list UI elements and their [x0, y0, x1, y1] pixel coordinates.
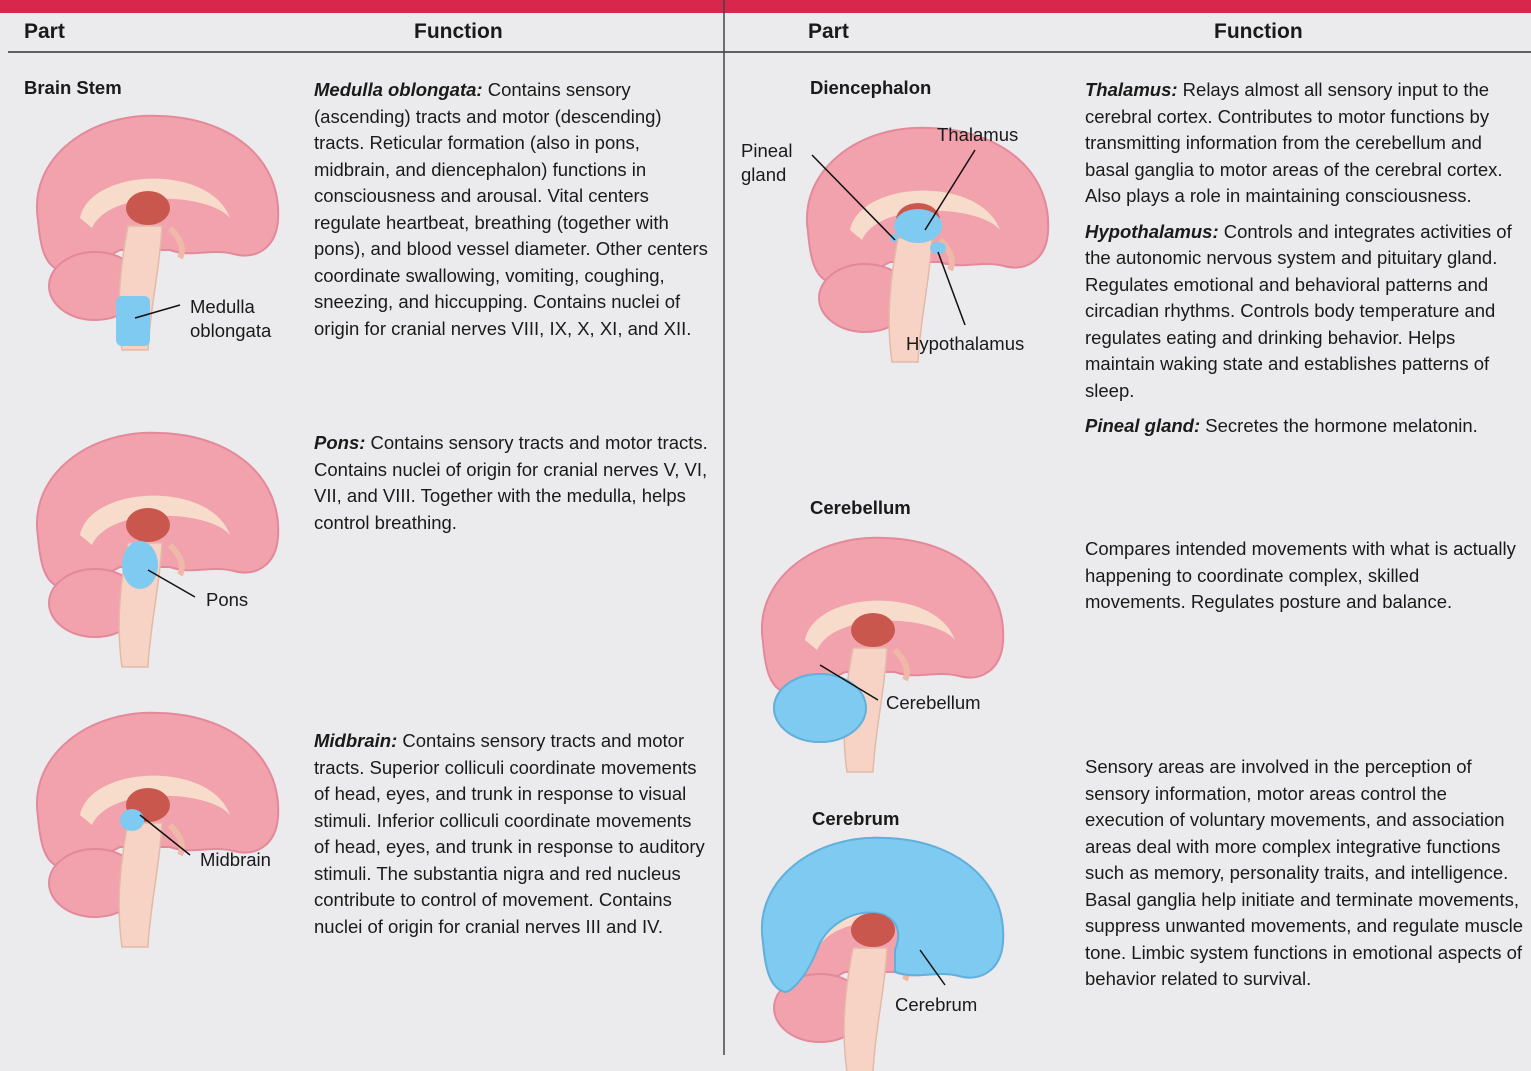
- description: Contains sensory tracts and motor tracts…: [314, 432, 708, 533]
- part-name: Brain Stem: [24, 77, 122, 98]
- column-header: Function: [414, 20, 503, 43]
- function-text: Sensory areas are involved in the percep…: [1085, 754, 1525, 1002]
- description: Contains sensory (ascending) tracts and …: [314, 79, 708, 339]
- figure-label: Cerebrum: [895, 994, 978, 1015]
- figure-label: Medulla oblongata: [190, 296, 272, 341]
- brain-medulla: [37, 116, 278, 350]
- description: Controls and integrates activities of th…: [1085, 220, 1512, 401]
- figure-label: Hypothalamus: [906, 333, 1025, 354]
- function-text: Pons: Contains sensory tracts and motor …: [314, 430, 708, 545]
- description: Contains sensory tracts and motor tracts…: [314, 730, 705, 937]
- column-header: Function: [1214, 20, 1303, 43]
- term: Pineal gland:: [1085, 415, 1201, 436]
- brain-diencephalon: [807, 128, 1048, 362]
- brain-midbrain: [37, 713, 278, 947]
- term: Hypothalamus:: [1085, 220, 1219, 242]
- figure-label: Pons: [206, 589, 249, 610]
- figure-label: Cerebellum: [886, 692, 981, 713]
- description: Compares intended movements with what is…: [1085, 538, 1516, 612]
- brain-pons: [37, 433, 278, 667]
- part-name: Cerebellum: [810, 497, 911, 518]
- description: Relays almost all sensory input to the c…: [1085, 79, 1503, 206]
- brain-cerebrum: [762, 838, 1003, 1071]
- function-text: Medulla oblongata: Contains sensory (asc…: [314, 77, 708, 351]
- function-text: Compares intended movements with what is…: [1085, 536, 1525, 625]
- leader-lines: [134, 149, 976, 986]
- function-text: Midbrain: Contains sensory tracts and mo…: [314, 728, 708, 949]
- figure-label: Thalamus: [937, 124, 1019, 145]
- column-header: Part: [24, 20, 65, 43]
- title-bar: [0, 0, 1531, 13]
- description: Sensory areas are involved in the percep…: [1085, 756, 1524, 989]
- part-name: Cerebrum: [812, 808, 900, 829]
- figure-label: Pineal gland: [741, 140, 793, 185]
- column-header: Part: [808, 20, 849, 43]
- term: Midbrain:: [314, 730, 398, 751]
- term: Pons:: [314, 432, 366, 453]
- term: Medulla oblongata:: [314, 79, 483, 100]
- function-text: Thalamus: Relays almost all sensory inpu…: [1085, 77, 1525, 449]
- term: Thalamus:: [1085, 79, 1178, 100]
- part-name: Diencephalon: [810, 77, 932, 98]
- figure-label: Midbrain: [200, 849, 271, 870]
- brain-cerebellum: [762, 538, 1003, 772]
- description: Secretes the hormone melatonin.: [1205, 415, 1478, 436]
